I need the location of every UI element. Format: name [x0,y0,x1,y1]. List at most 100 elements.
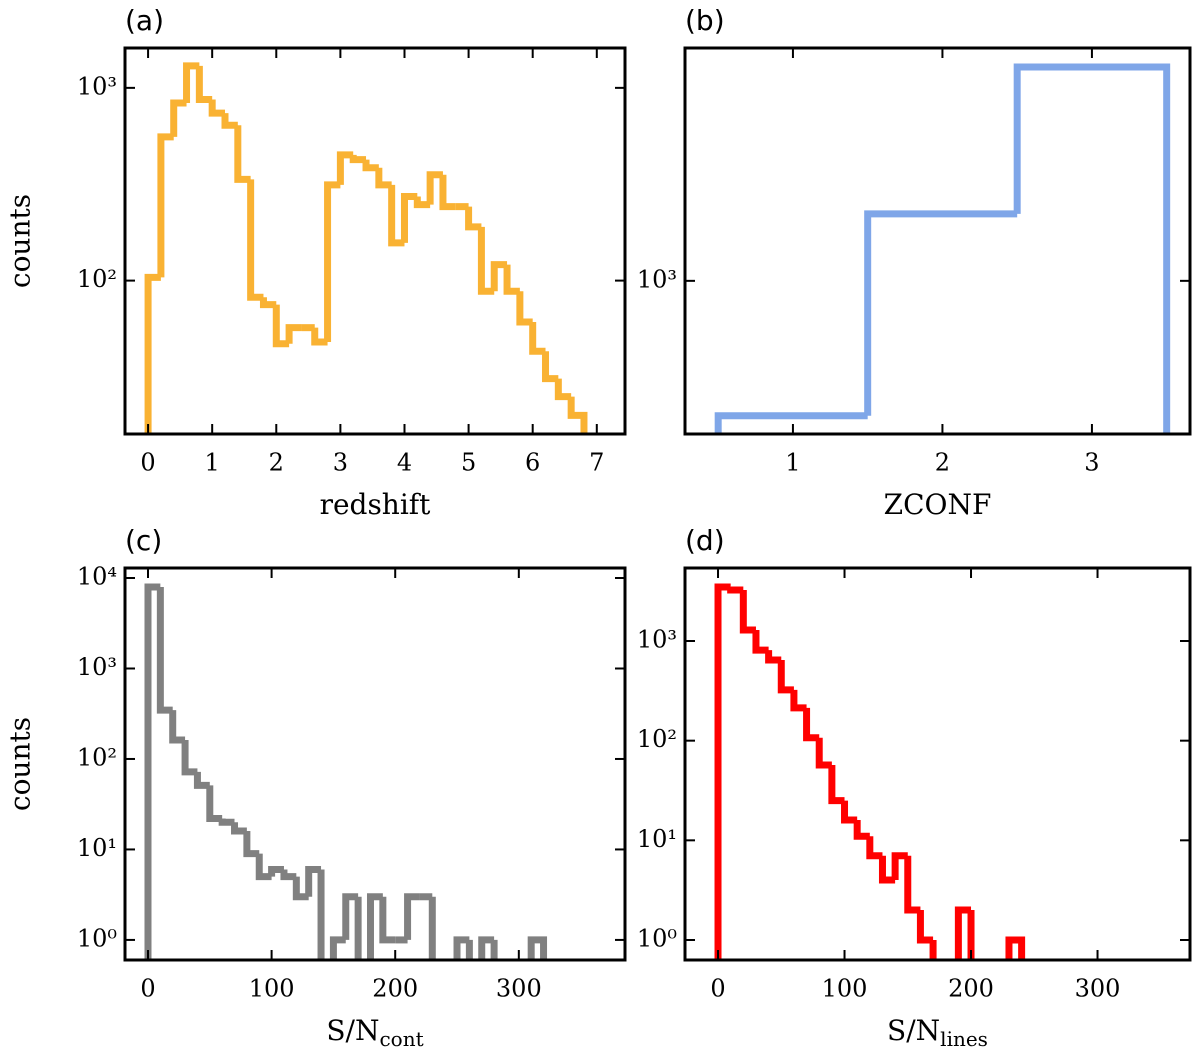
y-tick-label: 10⁴ [77,563,117,591]
histogram-bin [195,65,213,104]
histogram-bin [156,587,173,714]
histogram [144,583,548,960]
histogram-bin [866,836,883,860]
y-tick-label: 10³ [77,72,117,100]
histogram-bin [354,896,362,960]
histogram-bin [803,707,820,742]
histogram-bin [426,171,443,205]
plot-frame [123,566,627,962]
histogram-bin [311,327,328,346]
histogram-bin [916,909,934,944]
y-axis-label: counts [4,194,37,288]
x-tick-label: 5 [461,449,476,477]
histogram-bin [542,351,559,383]
histogram-bin [183,62,200,103]
x-axis-label-subscript: cont [379,1027,423,1051]
histogram-bin [243,830,260,858]
histogram-bin [864,210,1018,416]
x-axis-label: ZCONF [884,488,992,521]
histogram-bin [259,297,277,309]
histogram-bin [516,291,533,326]
y-axis-label: counts [4,717,37,811]
histogram-bin [342,893,359,940]
histogram-bin [169,710,186,744]
histogram-bin [439,174,456,211]
histogram [714,583,1026,960]
plot-frame [123,46,627,436]
histogram-bin [739,589,756,634]
x-axis-label-subscript: lines [940,1027,988,1051]
histogram-bin [929,940,937,960]
panel-title: (b) [685,4,725,37]
histogram-bin [231,822,247,835]
x-tick-label: 0 [140,975,155,1003]
histogram-bin [157,133,174,278]
panel: (d) 0 100 200 300 10⁰ 10¹ 10² 10³ S/Nlines [637,524,1192,1051]
x-tick-label: 300 [496,975,542,1003]
plot-frame [683,46,1192,436]
histogram-bin [329,936,346,960]
y-tick-label: 10⁰ [637,925,677,953]
histogram-bin [477,226,495,295]
histogram-bin [349,154,367,164]
histogram-bin [752,629,769,654]
histogram-bin [453,936,470,960]
histogram-bin [170,99,187,137]
x-tick-label: 200 [372,975,418,1003]
histogram-bin [305,866,322,897]
y-tick-label: 10¹ [637,825,677,853]
panel-title: (c) [125,524,162,557]
histogram-bin [375,167,392,189]
y-tick-label: 10³ [637,625,677,653]
x-tick-label: 100 [822,975,868,1003]
x-tick-label: 3 [1084,449,1099,477]
histogram-bin [714,583,731,960]
y-tick-label: 10² [637,725,677,753]
x-axis-label: redshift [320,488,432,521]
histogram-bin [206,785,223,822]
panel-title: (a) [125,4,164,37]
histogram-bin [268,866,284,877]
histogram-bin [366,893,383,960]
x-axis-label: S/Nlines [887,1014,988,1051]
y-tick-label: 10³ [77,653,117,681]
x-tick-label: 1 [785,449,800,477]
histogram-bin [324,181,341,343]
histogram-bin [490,939,498,960]
histogram-bin [478,936,495,960]
histogram-bin [428,896,436,960]
x-axis-label-text: redshift [320,488,432,521]
y-tick-label: 10⁰ [77,924,117,952]
x-tick-label: 4 [397,449,412,477]
histogram-bin [878,855,896,884]
histogram-bin [280,869,297,881]
histogram-bin [388,184,405,247]
panel: (a) 0 1 2 3 4 5 6 7 10² 10³ redshift counts [4,4,627,521]
histogram [714,63,1171,434]
x-tick-label: 300 [1075,975,1121,1003]
x-tick-label: 1 [205,449,220,477]
histogram-bin [554,378,572,401]
histogram-bin [490,261,508,292]
histogram-bin [904,855,921,914]
histogram-bin [967,909,975,960]
x-tick-label: 0 [710,975,725,1003]
x-tick-label: 2 [269,449,284,477]
histogram-bin [765,650,782,664]
histogram-bin [234,125,251,183]
histogram-bin [255,853,272,881]
x-tick-label: 100 [249,975,295,1003]
histogram-bin [828,764,845,805]
x-axis-label: S/Ncont [326,1014,423,1051]
histogram-bin [292,876,309,901]
histogram-bin [144,583,161,960]
x-axis-label-text: S/N [887,1014,940,1047]
histogram-bin [317,869,325,960]
histogram-bin [891,852,908,880]
x-tick-label: 6 [525,449,540,477]
histogram-bin [208,99,225,117]
panel: (b) 1 2 3 10³ ZCONF [637,4,1192,521]
plot-frame [683,566,1192,962]
histogram-bin [285,324,302,344]
histogram-bin [529,321,546,355]
